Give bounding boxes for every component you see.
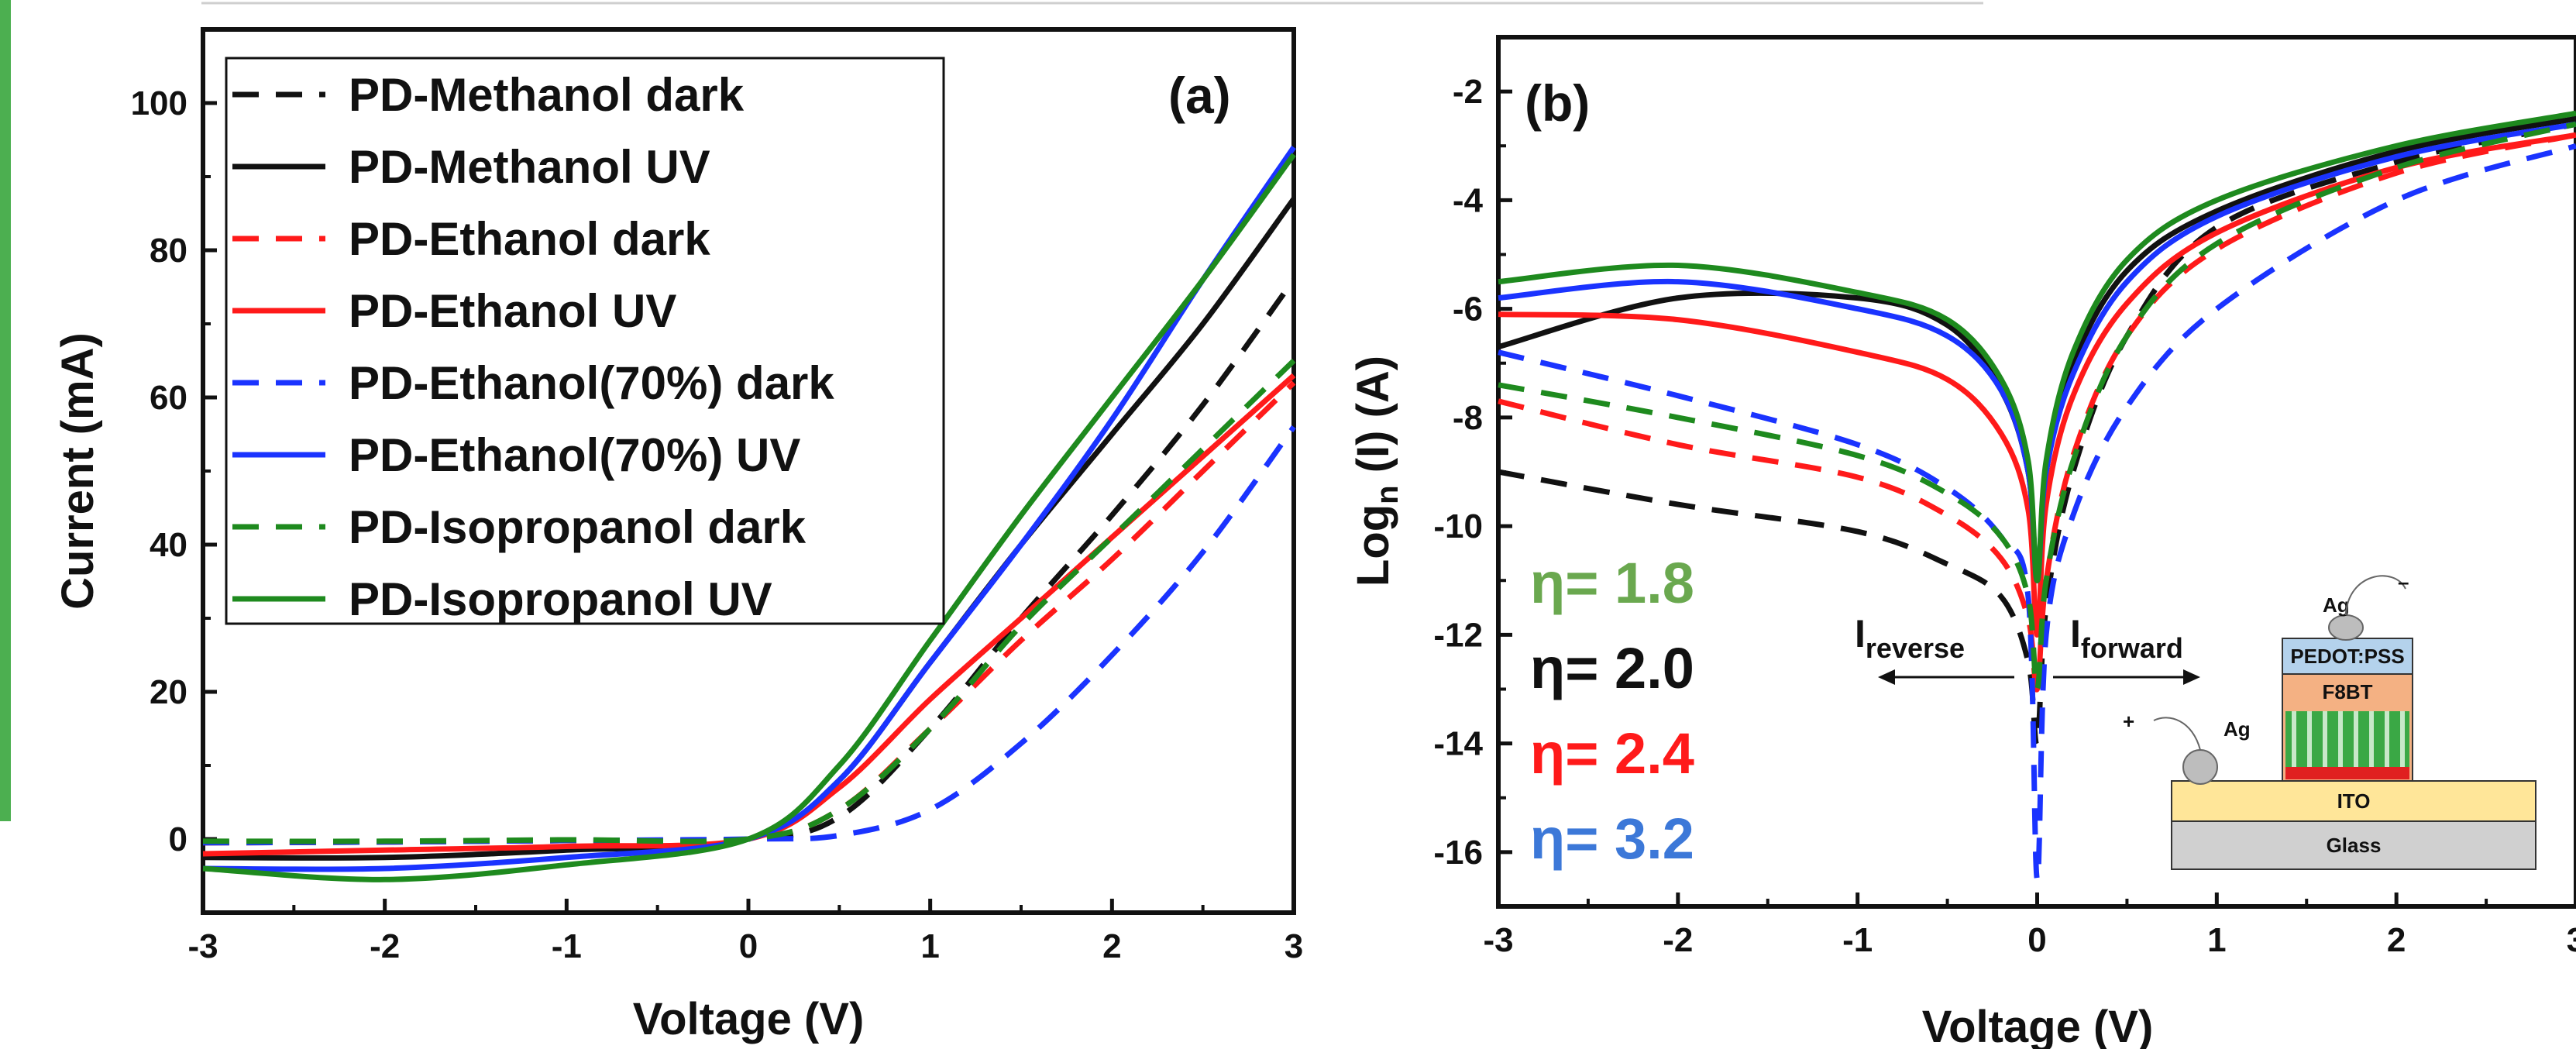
top-wire: [2345, 575, 2406, 616]
y-tick-label: -4: [1453, 181, 1484, 219]
minus-sign: –: [2398, 570, 2409, 593]
y-tick-label: 20: [150, 673, 187, 711]
ito-label: ITO: [2337, 789, 2371, 813]
eta-3-2: η= 3.2: [1530, 807, 1694, 871]
panel-a-tick-labels: -3 -2 -1 0 1 2 3 0 20 40 60 80 100: [131, 84, 1304, 965]
pedot-label: PEDOT:PSS: [2290, 645, 2404, 668]
ylabel-sub: n: [1371, 485, 1405, 504]
panel-b-label: (b): [1525, 74, 1590, 132]
legend-label: PD-Ethanol(70%) dark: [349, 357, 834, 409]
ito-layer: [2171, 780, 2536, 822]
y-tick-label: -10: [1433, 507, 1483, 545]
legend-label: PD-Methanol UV: [349, 141, 710, 193]
x-tick-label: 2: [2387, 921, 2406, 959]
eta-1-8: η= 1.8: [1530, 551, 1694, 615]
side-ag-contact: [2182, 749, 2218, 785]
series-line-pd-isopropanol-uv: [202, 153, 1296, 882]
ylabel-log: Log: [1348, 504, 1398, 586]
x-tick-label: -3: [187, 927, 218, 965]
nanorods: [2285, 711, 2409, 779]
panel-a-curves: [202, 146, 1296, 882]
panel-b-xlabel: Voltage (V): [1922, 1002, 2154, 1049]
y-tick-label: 40: [150, 526, 187, 564]
y-tick-label: 80: [150, 232, 187, 270]
series-line-pd-isopropanol-dark: [202, 358, 1296, 844]
eta-2-4: η= 2.4: [1530, 721, 1694, 786]
i-reverse-sub: reverse: [1866, 632, 1965, 664]
eta-2-0: η= 2.0: [1530, 636, 1694, 700]
x-tick-label: 1: [2207, 921, 2226, 959]
pedot-layer: [2282, 638, 2413, 675]
i-forward-sub: forward: [2081, 632, 2183, 664]
panel-a-label: (a): [1168, 67, 1231, 124]
x-tick-label: -1: [552, 927, 582, 965]
ylabel-rest: (I) (A): [1348, 356, 1398, 486]
series-line-pd-ethanol-dark: [1498, 132, 2576, 693]
glass-layer: [2171, 820, 2536, 870]
legend-label: PD-Isopropanol UV: [349, 573, 772, 625]
x-tick-label: -2: [1663, 921, 1693, 959]
accent-bar: [0, 0, 11, 821]
legend-label: PD-Ethanol UV: [349, 285, 676, 337]
y-tick-label: 0: [169, 820, 187, 858]
plus-sign: +: [2123, 710, 2134, 733]
panel-a-ylabel: Current (mA): [53, 332, 103, 610]
panel-a-xlabel: Voltage (V): [633, 994, 865, 1044]
y-tick-label: -14: [1433, 725, 1483, 763]
x-tick-label: -3: [1483, 921, 1513, 959]
top-ag-label: Ag: [2323, 593, 2350, 617]
legend-label: PD-Methanol dark: [349, 69, 745, 121]
i-forward-main: I: [2070, 612, 2081, 655]
legend-label: PD-Ethanol dark: [349, 213, 710, 265]
series-line-pd-ethanol-70-dark: [1498, 143, 2576, 882]
y-tick-label: 60: [150, 379, 187, 417]
side-ag-label: Ag: [2223, 717, 2251, 741]
side-wire: [2153, 717, 2201, 751]
y-tick-label: -12: [1433, 616, 1483, 654]
panel-a-ticks: [201, 101, 1296, 913]
legend-box: [225, 57, 945, 625]
reverse-arrow-head: [1878, 669, 1895, 685]
series-line-pd-ethanol-uv: [202, 373, 1296, 857]
series-line-pd-isopropanol-uv: [1498, 110, 2576, 583]
legend-label: PD-Isopropanol dark: [349, 501, 807, 553]
forward-arrow-head: [2183, 669, 2200, 685]
legend-label: PD-Ethanol(70%) UV: [349, 429, 800, 481]
x-tick-label: 0: [2027, 921, 2046, 959]
x-tick-label: 1: [920, 927, 939, 965]
x-tick-label: -2: [370, 927, 400, 965]
panel-b-ylabel: Logn (I) (A): [1348, 356, 1405, 586]
f8bt-label: F8BT: [2323, 680, 2373, 703]
i-reverse-label: Ireverse: [1855, 612, 1965, 664]
top-ag-contact: [2328, 614, 2364, 641]
panel-a-legend: PD-Methanol dark PD-Methanol UV PD-Ethanol…: [225, 57, 945, 625]
y-tick-label: -16: [1433, 834, 1483, 872]
i-forward-label: Iforward: [2070, 612, 2183, 664]
series-line-pd-ethanol-uv: [1498, 132, 2576, 638]
i-reverse-main: I: [1855, 612, 1866, 655]
series-line-pd-methanol-uv: [1498, 115, 2576, 583]
y-tick-label: 100: [131, 84, 187, 122]
x-tick-label: 3: [2567, 921, 2576, 959]
x-tick-label: 2: [1102, 927, 1121, 965]
y-tick-label: -2: [1453, 73, 1483, 111]
x-tick-label: -1: [1842, 921, 1873, 959]
device-schematic: Glass ITO F8BT PEDOT:PSS Ag: [2123, 570, 2536, 870]
x-tick-label: 3: [1285, 927, 1303, 965]
glass-label: Glass: [2327, 834, 2382, 857]
series-line-pd-ethanol-70-uv: [202, 146, 1296, 872]
series-line-pd-isopropanol-dark: [1498, 121, 2576, 693]
y-tick-label: -6: [1453, 291, 1483, 328]
x-tick-label: 0: [739, 927, 758, 965]
panel-b-curves: [1498, 110, 2576, 882]
y-tick-label: -8: [1453, 399, 1483, 437]
